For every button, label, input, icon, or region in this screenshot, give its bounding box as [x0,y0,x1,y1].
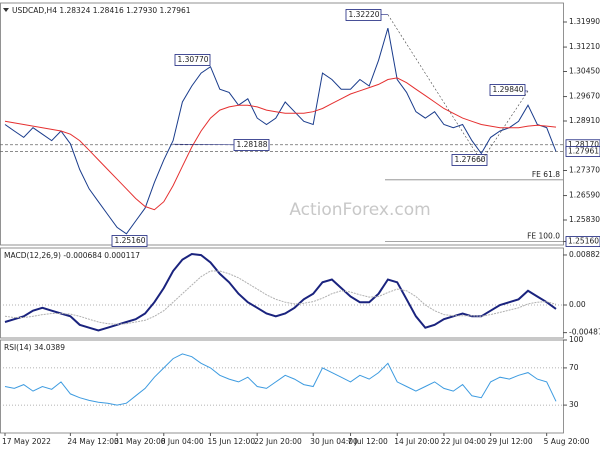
x-tick-label: 29 Jul 12:00 [488,437,533,446]
x-tick-label: 15 Jun 12:00 [207,437,255,446]
panel-title: RSI(14) 34.0389 [4,343,65,352]
annotation-label: 1.28188 [237,140,268,149]
fib-line [387,14,529,162]
x-tick-label: 22 Jun 20:00 [254,437,302,446]
price-marker-label: 1.28170 [568,140,599,149]
x-tick-label: 7 Jul 12:00 [348,437,388,446]
series-line [4,77,557,211]
x-tick-label: 17 May 2022 [2,437,51,446]
annotation-box [233,139,270,151]
annotation-label: 1.25160 [115,236,146,245]
panel-title: USDCAD,H4 1.28324 1.28416 1.27930 1.2796… [12,6,191,15]
y-tick-label: 70 [569,363,579,372]
y-tick-label: -0.004872 [569,328,600,337]
price-marker-label: 1.27961 [568,146,599,155]
series-line [4,27,557,235]
y-tick-label: 0.00882 [569,250,600,259]
x-tick-label: 24 May 12:00 [67,437,119,446]
panel-frame [0,339,564,434]
series-line [4,353,557,406]
watermark: ActionForex.com [289,200,430,220]
annotation-label: 1.27660 [455,155,486,164]
y-tick-label: 1.28910 [569,116,600,125]
fe-label: FE 61.8 [532,170,560,179]
series-line [4,270,557,325]
x-tick-label: 5 Aug 20:00 [544,437,590,446]
y-tick-label: 1.31210 [569,42,600,51]
y-tick-label: 1.29670 [569,92,600,101]
annotation-label: 1.30770 [178,55,209,64]
y-tick-label: 0.00 [569,300,586,309]
dropdown-icon [3,8,9,12]
annotation-box [489,84,526,96]
y-tick-label: 1.30450 [569,66,600,75]
y-tick-label: 1.31990 [569,17,600,26]
y-tick-label: 100 [569,335,584,344]
y-tick-label: 1.25830 [569,215,600,224]
y-tick-label: 1.27370 [569,165,600,174]
x-tick-label: 8 Jun 04:00 [161,437,204,446]
annotation-label: 1.32220 [349,10,380,19]
x-tick-label: 30 Jun 04:00 [310,437,358,446]
annotation-box [111,235,148,247]
y-tick-label: 30 [569,400,579,409]
annotation-box [174,54,211,66]
x-tick-label: 22 Jul 04:00 [441,437,486,446]
panel-frame [0,2,564,246]
y-tick-label: 1.26590 [569,191,600,200]
series-line [4,252,557,332]
annotation-label: 1.29840 [493,85,524,94]
fe-label: FE 100.0 [527,232,560,241]
annotation-box [451,154,488,166]
price-marker-box [565,236,600,247]
price-marker-label: 1.25160 [568,237,599,246]
price-marker-box [565,146,600,157]
panel-frame [0,247,564,339]
annotation-box [345,9,382,21]
x-tick-label: 14 Jul 20:00 [394,437,439,446]
panel-title: MACD(12,26,9) -0.000684 0.000117 [4,251,140,260]
x-tick-label: 31 May 20:00 [114,437,166,446]
